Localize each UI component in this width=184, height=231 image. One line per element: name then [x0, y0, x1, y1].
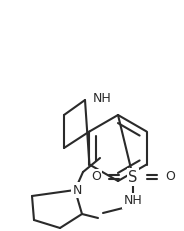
Text: NH: NH: [93, 91, 112, 104]
Text: O: O: [165, 170, 175, 183]
Text: N: N: [72, 183, 82, 197]
Text: S: S: [128, 170, 138, 185]
Text: NH: NH: [124, 195, 142, 207]
Text: O: O: [91, 170, 101, 183]
